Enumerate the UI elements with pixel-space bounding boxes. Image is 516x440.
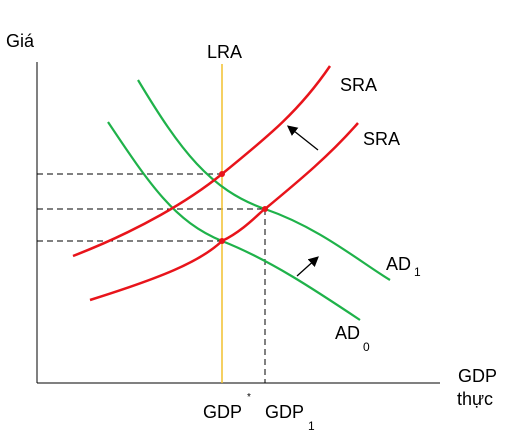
y-axis-label: Giá xyxy=(6,31,35,51)
gdp-star-label: GDP xyxy=(203,402,242,422)
x-axis-label-line2: thực xyxy=(457,389,493,409)
sra-shift-arrow xyxy=(286,125,319,151)
ad1-subscript: 1 xyxy=(414,265,421,279)
gdp1-label: GDP xyxy=(265,402,304,422)
ad1-curve xyxy=(137,79,391,281)
equilibrium-point-lower xyxy=(219,238,225,244)
gdp-star-superscript: * xyxy=(247,392,251,403)
equilibrium-point-upper xyxy=(219,171,225,177)
ad0-subscript: 0 xyxy=(363,340,370,354)
sra-upper-label: SRA xyxy=(340,75,377,95)
ad1-label: AD xyxy=(386,254,411,274)
x-axis-label-line1: GDP xyxy=(458,366,497,386)
sra-lower-curve xyxy=(89,122,359,302)
ad0-label: AD xyxy=(335,323,360,343)
ad0-curve xyxy=(107,121,361,321)
equilibrium-point-middle xyxy=(262,206,268,212)
sra-lower-label: SRA xyxy=(363,129,400,149)
sra-upper-curve xyxy=(72,65,332,258)
gdp1-subscript: 1 xyxy=(308,419,315,433)
ad-shift-arrow xyxy=(296,256,319,277)
lra-label: LRA xyxy=(207,42,242,62)
